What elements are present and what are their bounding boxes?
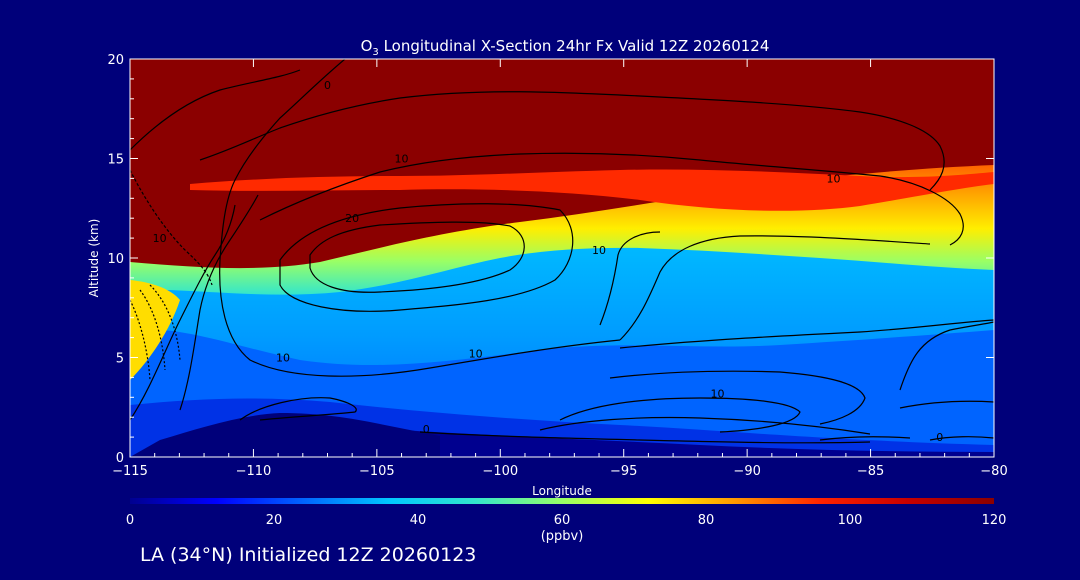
x-tick-label: −85 — [857, 464, 884, 479]
contour-line — [899, 400, 994, 409]
colorbar-ticks: 0 20 40 60 80 100 120 — [126, 513, 1007, 528]
colorbar-tick-label: 40 — [410, 513, 427, 528]
x-tick-label: −100 — [482, 464, 518, 479]
contour-line — [929, 436, 994, 441]
field-surface-layer — [400, 430, 994, 457]
contour-line — [199, 91, 945, 191]
terrain — [130, 413, 440, 457]
contour-label: 10 — [711, 387, 725, 400]
contour-label: 0 — [423, 423, 430, 436]
contour-line — [419, 431, 871, 444]
contour-label: 10 — [592, 244, 606, 257]
x-tick-label: −105 — [359, 464, 395, 479]
contour-line — [619, 235, 931, 341]
contour-line — [619, 319, 994, 349]
contour-line — [899, 321, 994, 391]
footer-caption: LA (34°N) Initialized 12Z 20260123 — [140, 544, 476, 566]
contour-label: 10 — [153, 232, 167, 245]
colorbar-tick-label: 120 — [982, 513, 1007, 528]
y-tick-label: 15 — [107, 153, 124, 168]
field-left-intrusion — [130, 280, 180, 380]
contour-line — [609, 370, 866, 425]
colorbar-tick-label: 100 — [838, 513, 863, 528]
contour-line — [149, 284, 181, 361]
contour-line — [130, 204, 236, 421]
contour-label: 10 — [395, 152, 409, 165]
chart-title: O3 Longitudinal X-Section 24hr Fx Valid … — [361, 37, 770, 58]
contour-line — [279, 203, 574, 312]
colorbar-tick-label: 20 — [266, 513, 283, 528]
colorbar-tick-label: 60 — [554, 513, 571, 528]
y-axis-label: Altitude (km) — [87, 219, 101, 298]
colorbar-tick-label: 0 — [126, 513, 134, 528]
x-axis-label: Longitude — [532, 484, 592, 498]
contour-line — [559, 397, 801, 433]
contour-line — [179, 194, 259, 411]
contour-label: 0 — [936, 431, 943, 444]
contour-label: 10 — [469, 348, 483, 361]
contour-line — [239, 397, 357, 421]
x-tick-label: −80 — [980, 464, 1007, 479]
y-tick-label: 5 — [116, 352, 124, 367]
contour-line — [309, 221, 525, 293]
contour-label: 10 — [827, 172, 841, 185]
contour-line — [219, 59, 621, 377]
contour-label: 20 — [345, 212, 359, 225]
contour-line — [819, 436, 911, 441]
contour-line — [139, 289, 166, 371]
y-tick-label: 10 — [107, 252, 124, 267]
contours — [130, 59, 994, 444]
colorbar-units: (ppbv) — [541, 529, 584, 544]
contour-line — [599, 231, 661, 326]
contour-labels: 0 10 20 10 10 10 10 10 10 0 0 — [153, 79, 944, 444]
field-red-filament — [190, 169, 994, 211]
contour-label: 0 — [324, 79, 331, 92]
colorbar-tick-label: 80 — [698, 513, 715, 528]
y-tick-label: 20 — [107, 53, 124, 68]
plot-area: 0 10 20 10 10 10 10 10 10 0 0 — [130, 59, 994, 457]
contour-line — [259, 152, 964, 246]
x-tick-label: −115 — [112, 464, 148, 479]
contour-label: 10 — [276, 351, 290, 364]
x-tick-label: −95 — [610, 464, 637, 479]
field-stratosphere-core — [130, 59, 994, 269]
contour-line — [130, 69, 301, 151]
contour-line — [130, 169, 213, 286]
contour-line — [539, 416, 871, 435]
y-tick-label: 0 — [116, 451, 124, 466]
y-axis: 0 5 10 15 20 — [107, 53, 994, 466]
contour-line — [130, 299, 151, 381]
x-axis: −115 −110 −105 −100 −95 −90 −85 −80 — [112, 59, 1008, 479]
x-tick-label: −90 — [733, 464, 760, 479]
colorbar — [130, 498, 994, 504]
x-tick-label: −110 — [236, 464, 272, 479]
